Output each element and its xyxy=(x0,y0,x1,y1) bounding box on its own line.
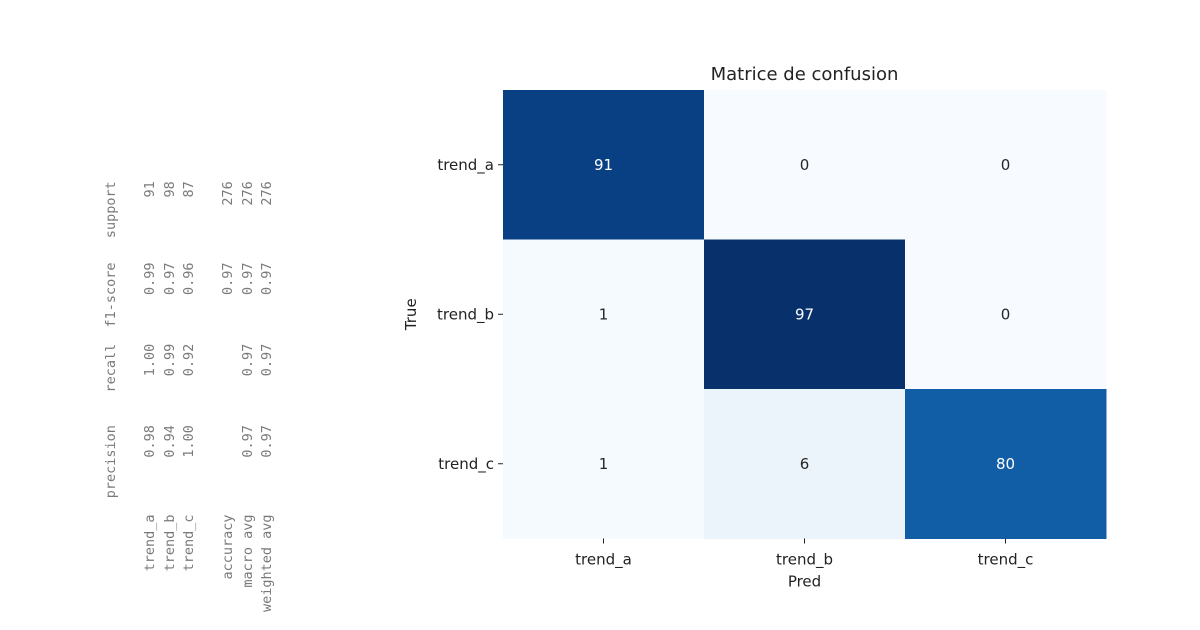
x-tick-label: trend_c xyxy=(978,551,1034,570)
chart-title: Matrice de confusion xyxy=(711,64,899,85)
cell-value-label: 0 xyxy=(1001,156,1011,174)
heatmap-cell xyxy=(704,239,906,390)
cell-value-label: 80 xyxy=(996,455,1015,473)
y-tick-label: trend_c xyxy=(438,455,494,474)
x-tick-label: trend_a xyxy=(575,551,632,570)
heatmap-cell xyxy=(503,90,705,240)
cell-value-label: 1 xyxy=(599,455,609,473)
y-axis-title: True xyxy=(402,298,420,331)
cell-value-label: 0 xyxy=(800,156,810,174)
y-tick-label: trend_b xyxy=(437,305,494,324)
heatmap-cell xyxy=(905,389,1107,539)
cell-value-label: 1 xyxy=(599,305,609,323)
heatmap-cell xyxy=(704,90,906,240)
heatmap-cells: 91 0 0 1 97 0 1 6 80 xyxy=(503,90,1107,539)
cell-value-label: 91 xyxy=(594,156,613,174)
cell-value-label: 0 xyxy=(1001,305,1011,323)
heatmap-cell xyxy=(905,90,1107,240)
cell-value-label: 6 xyxy=(800,455,810,473)
heatmap-cell xyxy=(503,389,705,539)
heatmap-cell xyxy=(905,239,1107,390)
x-axis-title: Pred xyxy=(788,573,821,591)
x-axis-ticks: trend_a trend_b trend_c xyxy=(575,538,1034,570)
cell-value-label: 97 xyxy=(795,305,814,323)
heatmap-cell xyxy=(503,239,705,390)
x-tick-label: trend_b xyxy=(776,551,833,570)
y-axis-ticks: trend_a trend_b trend_c xyxy=(437,156,503,474)
y-tick-label: trend_a xyxy=(437,156,494,175)
heatmap-cell xyxy=(704,389,906,539)
